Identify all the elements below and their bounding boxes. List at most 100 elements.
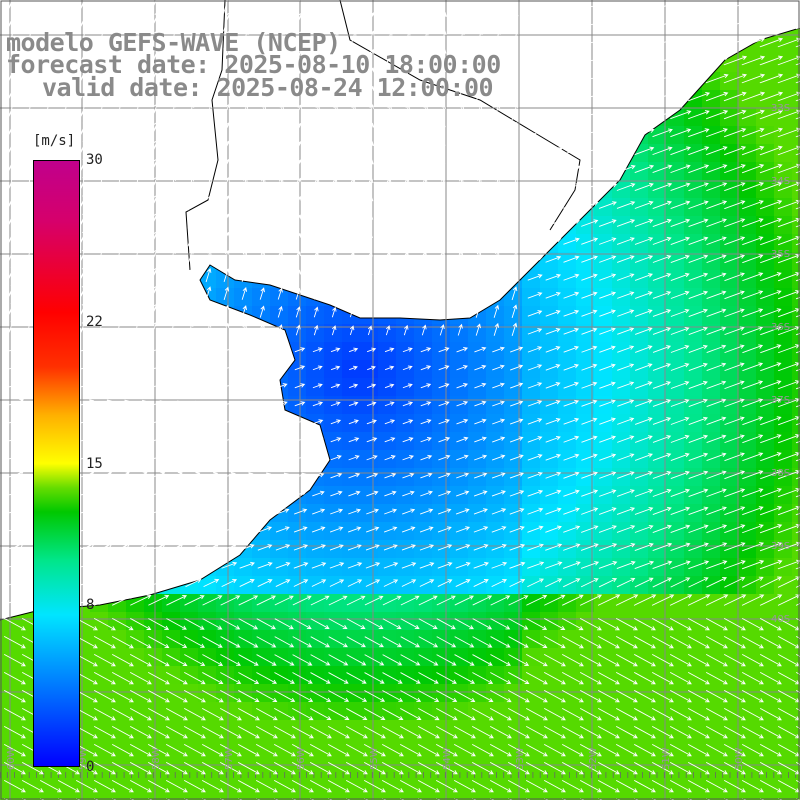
wind-arrow [492, 346, 505, 353]
wind-arrow [563, 507, 580, 515]
wind-arrow [273, 725, 296, 739]
wind-cell [648, 792, 667, 800]
wind-arrow [759, 761, 782, 775]
wind-arrow [293, 579, 309, 587]
wind-arrow [599, 255, 617, 263]
wind-arrow [223, 121, 231, 139]
wind-arrow [760, 452, 782, 462]
wind-arrow [329, 526, 344, 533]
wind-arrow [241, 195, 248, 211]
wind-arrow [115, 175, 123, 194]
wind-arrow [402, 401, 414, 407]
coastline-line [0, 27, 800, 621]
wind-arrow [563, 237, 580, 245]
wind-arrow [741, 19, 766, 30]
wind-arrow [330, 347, 341, 353]
wind-arrow [366, 419, 377, 425]
wind-arrow [741, 594, 765, 606]
wind-arrow [277, 85, 285, 103]
wind-arrow [741, 689, 764, 703]
wind-arrow [418, 595, 438, 606]
wind-arrow [115, 266, 122, 283]
wind-arrow [220, 618, 241, 630]
wind-arrow [439, 251, 446, 264]
wind-arrow [688, 488, 709, 498]
wind-arrow [688, 506, 709, 516]
wind-arrow [185, 436, 200, 443]
wind-arrow [238, 636, 259, 648]
wind-arrow [382, 654, 403, 666]
wind-arrow [579, 743, 602, 757]
wind-arrow [149, 435, 165, 443]
wind-arrow [706, 308, 727, 318]
wind-arrow [688, 344, 708, 353]
wind-arrow [61, 27, 70, 50]
wind-arrow [6, 0, 13, 15]
wind-arrow [491, 508, 507, 515]
wind-arrow [205, 286, 212, 301]
wind-arrow [563, 453, 580, 461]
wind-arrow [723, 725, 746, 739]
wind-arrow [493, 304, 500, 318]
wind-arrow [457, 0, 463, 14]
wind-arrow [418, 708, 440, 721]
wind-arrow [688, 560, 710, 570]
wind-arrow [723, 73, 747, 84]
wind-arrow [165, 671, 188, 685]
wind-arrow [634, 577, 654, 588]
wind-arrow [598, 561, 618, 569]
wind-arrow [204, 364, 218, 371]
wind-arrow [187, 176, 194, 193]
wind-arrow [475, 232, 482, 247]
wind-arrow [79, 101, 87, 122]
wind-arrow [598, 128, 618, 137]
wind-arrow [471, 743, 494, 757]
wind-arrow [652, 200, 673, 209]
wind-arrow [93, 617, 116, 631]
wind-arrow [580, 110, 600, 119]
wind-arrow [419, 562, 435, 569]
wind-arrow [705, 689, 728, 703]
wind-arrow [742, 308, 764, 318]
wind-arrow [688, 308, 708, 317]
wind-arrow [277, 140, 284, 157]
wind-arrow [113, 363, 130, 371]
wind-arrow [259, 177, 266, 193]
wind-arrow [706, 524, 728, 534]
wind-cell [792, 90, 800, 109]
wind-arrow [367, 325, 373, 336]
wind-arrow [3, 689, 26, 703]
wind-arrow [115, 65, 123, 86]
wind-arrow [687, 779, 710, 793]
wind-arrow [367, 270, 373, 282]
wind-arrow [384, 455, 396, 461]
wind-arrow [545, 453, 562, 461]
wind-arrow [133, 248, 140, 265]
wind-arrow [435, 725, 458, 739]
wind-arrow [330, 383, 341, 389]
wind-arrow [457, 287, 463, 300]
wind-arrow [115, 211, 123, 229]
wind-arrow [526, 92, 546, 101]
wind-arrow [741, 37, 766, 48]
wind-arrow [742, 200, 764, 210]
wind-arrow [759, 635, 782, 649]
wind-arrow [527, 237, 544, 245]
wind-arrow [670, 164, 691, 174]
wind-arrow [562, 110, 582, 119]
wind-arrow [401, 526, 416, 533]
wind-arrow [579, 594, 603, 606]
wind-arrow [545, 237, 562, 245]
wind-arrow [204, 346, 218, 353]
wind-arrow [205, 158, 212, 175]
wind-cell [792, 216, 800, 235]
wind-arrow [310, 636, 331, 648]
wind-cell [792, 72, 800, 91]
wind-arrow [294, 419, 306, 425]
wind-arrow [133, 157, 141, 176]
wind-arrow [166, 654, 188, 667]
wind-arrow [493, 195, 500, 211]
wind-arrow [312, 490, 325, 497]
wind-arrow [742, 254, 764, 264]
wind-arrow [203, 436, 218, 443]
